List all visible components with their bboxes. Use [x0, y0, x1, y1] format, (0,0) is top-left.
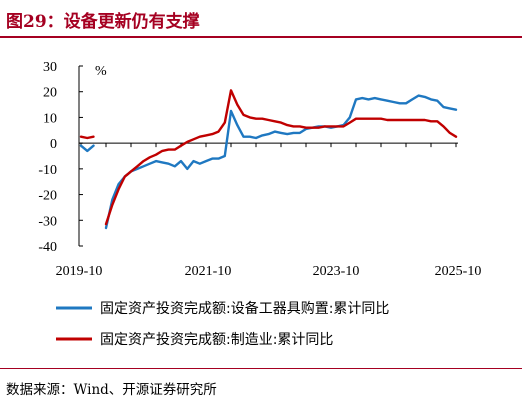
x-tick-label: 2025-10 — [435, 264, 482, 279]
chart: 30 20 10 0 -10 -20 -30 -40% 2019-10 2021-10 2023-1… — [38, 60, 481, 348]
chart-series — [79, 89, 458, 230]
y-tick-label: 10 — [43, 111, 57, 126]
y-tick-label: -10 — [38, 163, 57, 178]
chart-tick-labels: 30 20 10 0 -10 -20 -30 -40% 2019-10 2021-10 2023-1… — [38, 60, 481, 279]
x-tick-label: 2019-10 — [56, 264, 103, 279]
chart-axes — [78, 65, 458, 247]
y-tick-label: 30 — [43, 60, 57, 75]
title-bar: 图29：设备更新仍有支撑 — [0, 0, 522, 36]
x-tick-label: 2021-10 — [185, 264, 232, 279]
y-tick-label: -30 — [38, 214, 57, 229]
page-title: 图29：设备更新仍有支撑 — [6, 12, 200, 32]
title-divider — [0, 36, 522, 38]
legend-label-1: 固定资产投资完成额:设备工器具购置:累计同比 — [100, 300, 389, 317]
y-tick-label: -40 — [38, 240, 57, 255]
y-tick-label: 20 — [43, 86, 57, 101]
source-note: 数据来源：Wind、开源证券研究所 — [6, 382, 217, 398]
series-line-1 — [79, 94, 458, 230]
legend-label-2: 固定资产投资完成额:制造业:累计同比 — [100, 332, 333, 348]
footer-divider — [0, 368, 522, 369]
y-tick-label: -20 — [38, 189, 57, 204]
y-unit-label: % — [95, 64, 107, 79]
x-tick-label: 2023-10 — [313, 264, 360, 279]
series-line-2 — [79, 89, 458, 226]
y-tick-label: 0 — [50, 137, 57, 152]
